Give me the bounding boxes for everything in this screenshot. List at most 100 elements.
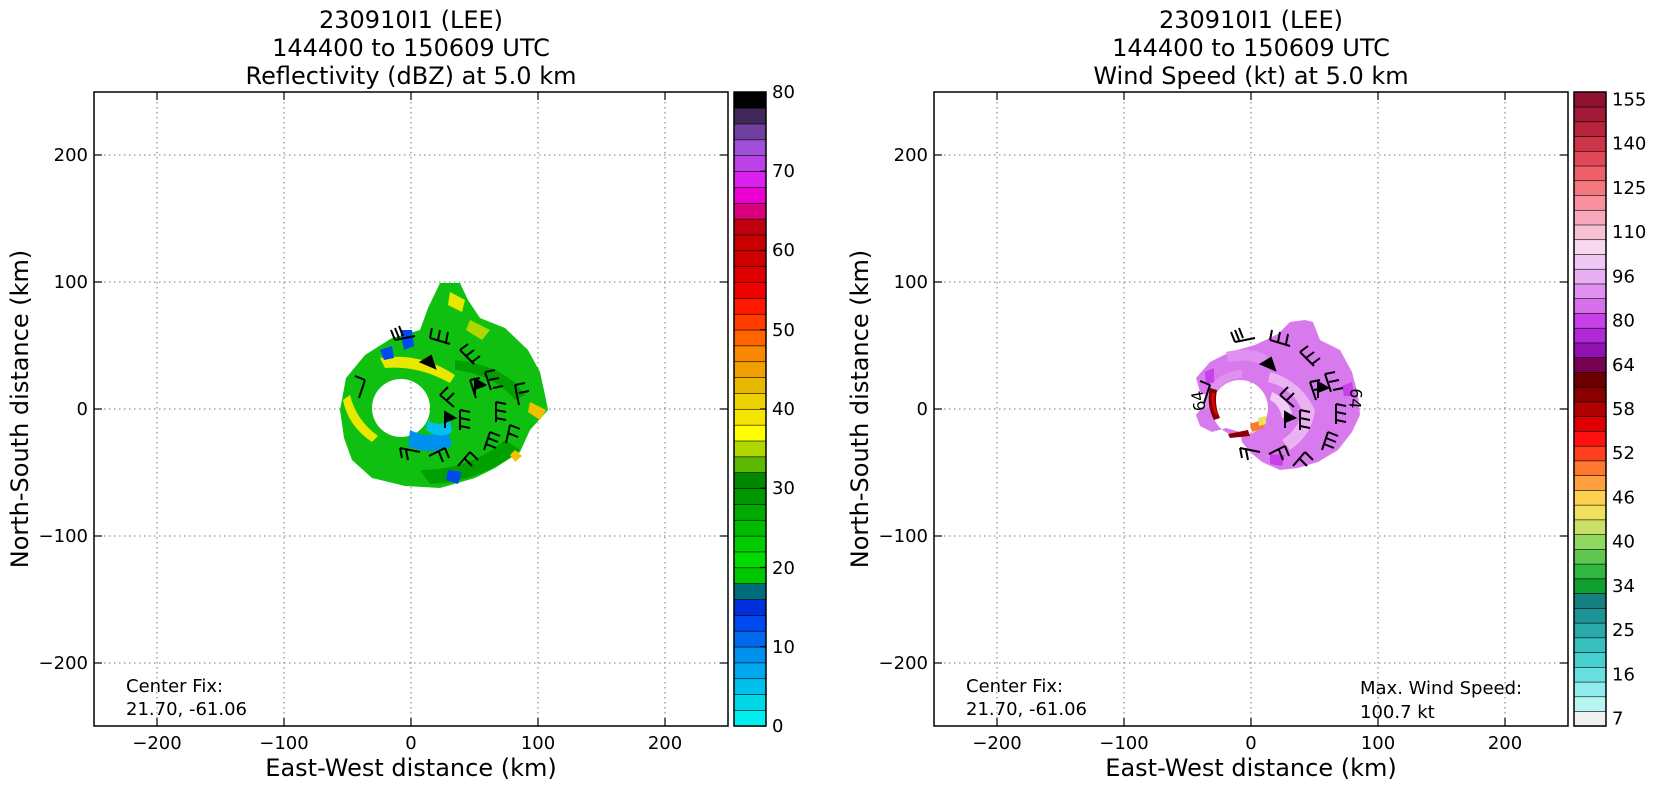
y-tick-label: 100 xyxy=(894,272,928,293)
colorbar-swatch xyxy=(1573,386,1607,403)
x-tick-labels: −200 −100 0 100 200 xyxy=(132,733,682,754)
center-fix-label: Center Fix: xyxy=(126,676,223,697)
plot-area xyxy=(94,92,728,726)
colorbar-swatch xyxy=(733,598,767,616)
wind-speed-colorbar: 7 16 25 34 40 46 52 58 64 80 96 110 125 140 155 xyxy=(1573,89,1646,730)
colorbar-tick-label: 20 xyxy=(772,558,795,579)
colorbar-swatch xyxy=(1573,681,1607,698)
colorbar-swatch xyxy=(1573,253,1607,270)
x-tick-label: −200 xyxy=(132,733,181,754)
colorbar-tick-label: 96 xyxy=(1612,266,1635,287)
colorbar-swatch xyxy=(1573,194,1607,211)
colorbar-swatch xyxy=(1573,91,1607,108)
grid-lines xyxy=(934,92,1568,726)
chart-title-line-3: Reflectivity (dBZ) at 5.0 km xyxy=(246,62,577,90)
colorbar-swatch xyxy=(733,630,767,648)
colorbar-swatch xyxy=(733,91,767,109)
colorbar-swatch xyxy=(1573,298,1607,314)
colorbar-swatch xyxy=(733,472,767,489)
colorbar-swatch xyxy=(1573,239,1607,255)
colorbar-swatch xyxy=(1573,165,1607,182)
x-tick-label: 100 xyxy=(1361,733,1395,754)
x-axis-label: East-West distance (km) xyxy=(265,754,556,782)
colorbar-tick-label: 30 xyxy=(772,478,795,499)
colorbar-swatch xyxy=(1573,445,1607,462)
y-axis-label: North-South distance (km) xyxy=(6,250,34,569)
y-tick-labels: 200 100 0 −100 −200 xyxy=(879,145,928,674)
center-fix-label: Center Fix: xyxy=(966,676,1063,697)
wind-speed-field xyxy=(1196,320,1360,470)
colorbar-tick-label: 0 xyxy=(772,716,783,737)
x-tick-label: 100 xyxy=(521,733,555,754)
grid-lines xyxy=(94,92,728,726)
y-tick-label: 0 xyxy=(917,399,928,420)
x-tick-label: −100 xyxy=(1099,733,1148,754)
colorbar-swatch xyxy=(733,408,767,426)
colorbar-tick-label: 16 xyxy=(1612,664,1635,685)
y-tick-labels: 200 100 0 −100 −200 xyxy=(39,145,88,674)
y-tick-label: 200 xyxy=(894,145,928,166)
colorbar-swatch xyxy=(1573,180,1607,196)
colorbar-swatch xyxy=(733,107,767,125)
colorbar-swatch xyxy=(1573,637,1607,653)
chart-title-line-2: 144400 to 150609 UTC xyxy=(272,34,550,62)
colorbar-swatch xyxy=(1573,504,1607,521)
colorbar-swatch xyxy=(1573,430,1607,447)
colorbar-swatch xyxy=(1573,150,1607,167)
colorbar-swatch xyxy=(733,440,767,458)
colorbar-swatch xyxy=(733,250,767,267)
x-tick-label: 0 xyxy=(405,733,416,754)
colorbar-ticks xyxy=(760,91,766,727)
y-tick-label: −100 xyxy=(879,526,928,547)
colorbar-swatch xyxy=(1573,121,1607,137)
x-tick-label: −200 xyxy=(972,733,1021,754)
colorbar-swatch xyxy=(733,202,767,220)
colorbar-swatch xyxy=(733,424,767,442)
colorbar-swatch xyxy=(733,503,767,521)
center-fix-value: 21.70, -61.06 xyxy=(966,699,1087,720)
chart-title-line-3: Wind Speed (kt) at 5.0 km xyxy=(1093,62,1408,90)
colorbar-swatch xyxy=(1573,519,1607,535)
y-axis-label: North-South distance (km) xyxy=(846,250,874,569)
colorbar-swatch xyxy=(733,234,767,252)
colorbar-tick-label: 40 xyxy=(772,399,795,420)
colorbar-swatch xyxy=(733,155,767,172)
colorbar-swatch xyxy=(733,281,767,299)
colorbar-tick-label: 110 xyxy=(1612,222,1646,243)
y-axis-ticks xyxy=(94,154,728,664)
center-fix-value: 21.70, -61.06 xyxy=(126,699,247,720)
colorbar-swatch xyxy=(1573,534,1607,550)
x-tick-label: −100 xyxy=(259,733,308,754)
colorbar-swatch xyxy=(1573,342,1607,358)
colorbar-swatch xyxy=(733,139,767,157)
colorbar-swatch xyxy=(733,297,767,315)
colorbar-swatch xyxy=(1573,106,1607,123)
colorbar-swatch xyxy=(733,567,767,584)
colorbar-tick-label: 52 xyxy=(1612,443,1635,464)
colorbar-tick-label: 50 xyxy=(772,320,795,341)
colorbar-swatch xyxy=(733,376,767,394)
colorbar-swatch xyxy=(1573,416,1607,432)
colorbar-tick-label: 10 xyxy=(772,637,795,658)
colorbar-swatch xyxy=(1573,563,1607,580)
colorbar-swatch xyxy=(733,218,767,236)
colorbar-swatch xyxy=(1573,622,1607,639)
y-tick-label: 100 xyxy=(54,272,88,293)
colorbar-swatch xyxy=(733,361,767,378)
colorbar-swatch xyxy=(1573,651,1607,668)
colorbar-swatch xyxy=(1573,357,1607,373)
colorbar-tick-label: 80 xyxy=(772,82,795,103)
colorbar-tick-label: 34 xyxy=(1612,576,1635,597)
colorbar-tick-labels: 80 70 60 50 40 30 20 10 0 xyxy=(772,82,795,737)
colorbar-tick-label: 58 xyxy=(1612,399,1635,420)
colorbar-swatch xyxy=(1573,312,1607,329)
y-tick-label: 0 xyxy=(77,399,88,420)
colorbar-tick-label: 7 xyxy=(1612,709,1623,730)
colorbar-swatch xyxy=(733,345,767,363)
colorbar-swatch xyxy=(1573,475,1607,491)
colorbar-tick-label: 25 xyxy=(1612,620,1635,641)
colorbar-swatch xyxy=(1573,283,1607,300)
plot-area: 64 64 xyxy=(934,92,1568,726)
colorbar-swatch xyxy=(1573,710,1607,727)
max-wind-value: 100.7 kt xyxy=(1360,702,1435,723)
